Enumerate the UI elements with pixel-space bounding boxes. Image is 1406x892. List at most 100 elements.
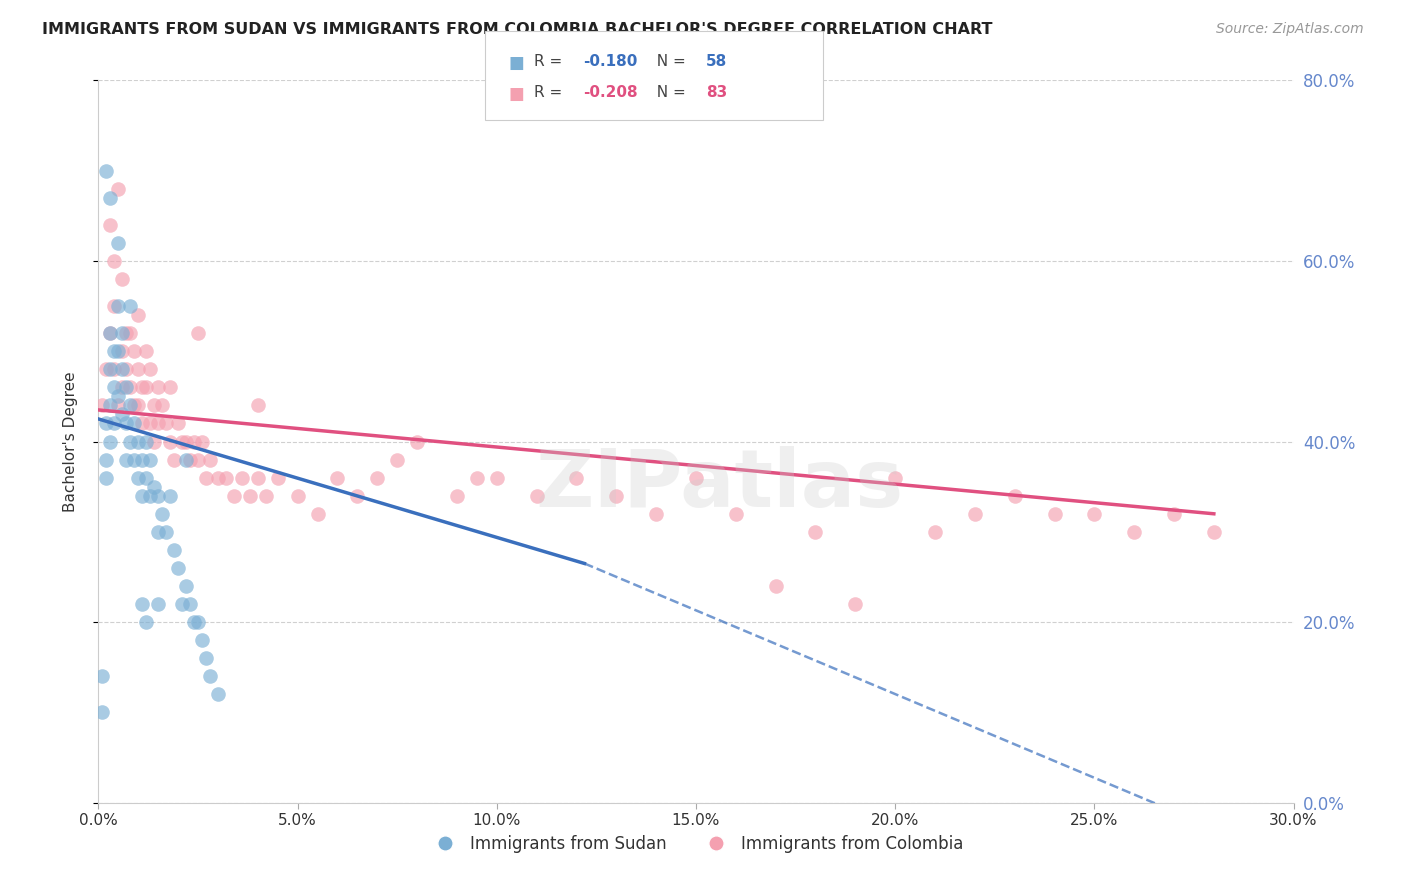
Point (135, 380, 157, 394)
Point (884, 471, 907, 485)
Point (167, 561, 190, 575)
Point (139, 417, 162, 431)
Point (135, 344, 157, 359)
Point (605, 489, 627, 503)
Point (172, 434, 194, 449)
Point (155, 524, 177, 539)
Point (191, 633, 214, 648)
Point (1043, 507, 1066, 521)
Point (98, 326, 122, 340)
Point (139, 452, 162, 467)
Point (103, 380, 125, 394)
Point (163, 542, 186, 557)
Point (924, 524, 946, 539)
Y-axis label: Bachelor's Degree: Bachelor's Degree (63, 371, 77, 512)
Point (174, 452, 197, 467)
Point (207, 687, 229, 701)
Point (96, 452, 118, 467)
Point (485, 471, 508, 485)
Text: R =: R = (534, 54, 568, 69)
Point (124, 452, 146, 467)
Point (131, 489, 153, 503)
Text: ■: ■ (509, 85, 524, 103)
Point (135, 434, 157, 449)
Point (107, 299, 129, 313)
Point (246, 398, 269, 412)
Point (98, 218, 122, 232)
Point (120, 326, 142, 340)
Point (103, 362, 125, 376)
Point (135, 615, 157, 630)
Point (174, 579, 197, 593)
Point (120, 380, 142, 394)
Point (267, 471, 290, 485)
Point (148, 597, 170, 611)
Point (107, 344, 129, 359)
Point (107, 389, 129, 403)
Point (198, 669, 221, 683)
Point (91, 669, 114, 683)
Point (385, 452, 409, 467)
Point (115, 362, 138, 376)
Point (111, 272, 134, 286)
Point (215, 471, 238, 485)
Point (155, 417, 177, 431)
Point (222, 489, 245, 503)
Point (174, 434, 197, 449)
Point (107, 235, 129, 250)
Point (526, 489, 548, 503)
Point (183, 434, 205, 449)
Point (246, 471, 269, 485)
Point (91, 398, 114, 412)
Point (143, 434, 166, 449)
Text: N =: N = (647, 85, 690, 100)
Point (187, 452, 209, 467)
Point (287, 489, 309, 503)
Point (103, 299, 125, 313)
Point (120, 434, 142, 449)
Point (148, 524, 170, 539)
Point (179, 452, 201, 467)
Point (195, 471, 218, 485)
Point (111, 362, 134, 376)
Point (115, 326, 138, 340)
Point (963, 507, 986, 521)
Point (96, 362, 118, 376)
Point (103, 344, 125, 359)
Point (148, 489, 170, 503)
Point (183, 615, 205, 630)
Point (143, 398, 166, 412)
Point (115, 380, 138, 394)
Point (565, 471, 588, 485)
Point (172, 597, 194, 611)
Point (103, 417, 125, 431)
Point (1123, 524, 1146, 539)
Text: -0.180: -0.180 (583, 54, 638, 69)
Point (187, 615, 209, 630)
Point (685, 471, 707, 485)
Point (139, 362, 162, 376)
Point (1202, 524, 1225, 539)
Point (366, 471, 388, 485)
Point (465, 471, 488, 485)
Point (148, 380, 170, 394)
Point (98, 326, 122, 340)
Point (163, 452, 186, 467)
Point (207, 471, 229, 485)
Point (150, 507, 173, 521)
Point (724, 507, 747, 521)
Point (159, 434, 181, 449)
Point (191, 434, 214, 449)
Text: IMMIGRANTS FROM SUDAN VS IMMIGRANTS FROM COLOMBIA BACHELOR'S DEGREE CORRELATION : IMMIGRANTS FROM SUDAN VS IMMIGRANTS FROM… (42, 22, 993, 37)
Legend: Immigrants from Sudan, Immigrants from Colombia: Immigrants from Sudan, Immigrants from C… (422, 828, 970, 860)
Point (143, 480, 166, 494)
Text: Source: ZipAtlas.com: Source: ZipAtlas.com (1216, 22, 1364, 37)
Point (115, 417, 138, 431)
Point (120, 398, 142, 412)
Point (187, 326, 209, 340)
Point (111, 408, 134, 422)
Point (131, 452, 153, 467)
Point (1083, 507, 1105, 521)
Point (127, 471, 149, 485)
Point (198, 452, 221, 467)
